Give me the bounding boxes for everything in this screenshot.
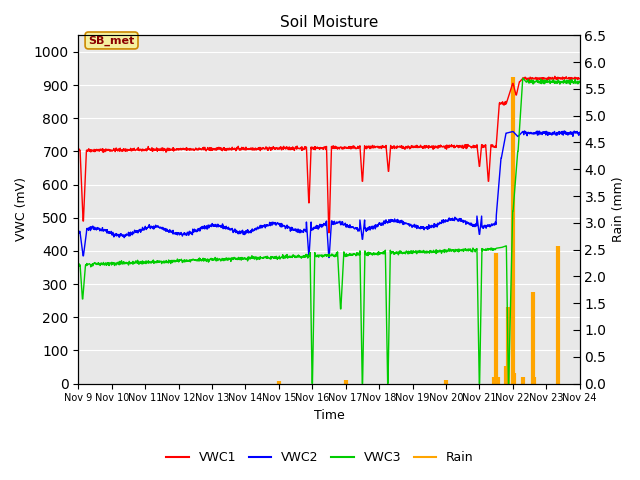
Title: Soil Moisture: Soil Moisture: [280, 15, 378, 30]
Y-axis label: VWC (mV): VWC (mV): [15, 178, 28, 241]
Text: SB_met: SB_met: [88, 36, 134, 46]
X-axis label: Time: Time: [314, 409, 344, 422]
Y-axis label: Rain (mm): Rain (mm): [612, 177, 625, 242]
Legend: VWC1, VWC2, VWC3, Rain: VWC1, VWC2, VWC3, Rain: [161, 446, 479, 469]
